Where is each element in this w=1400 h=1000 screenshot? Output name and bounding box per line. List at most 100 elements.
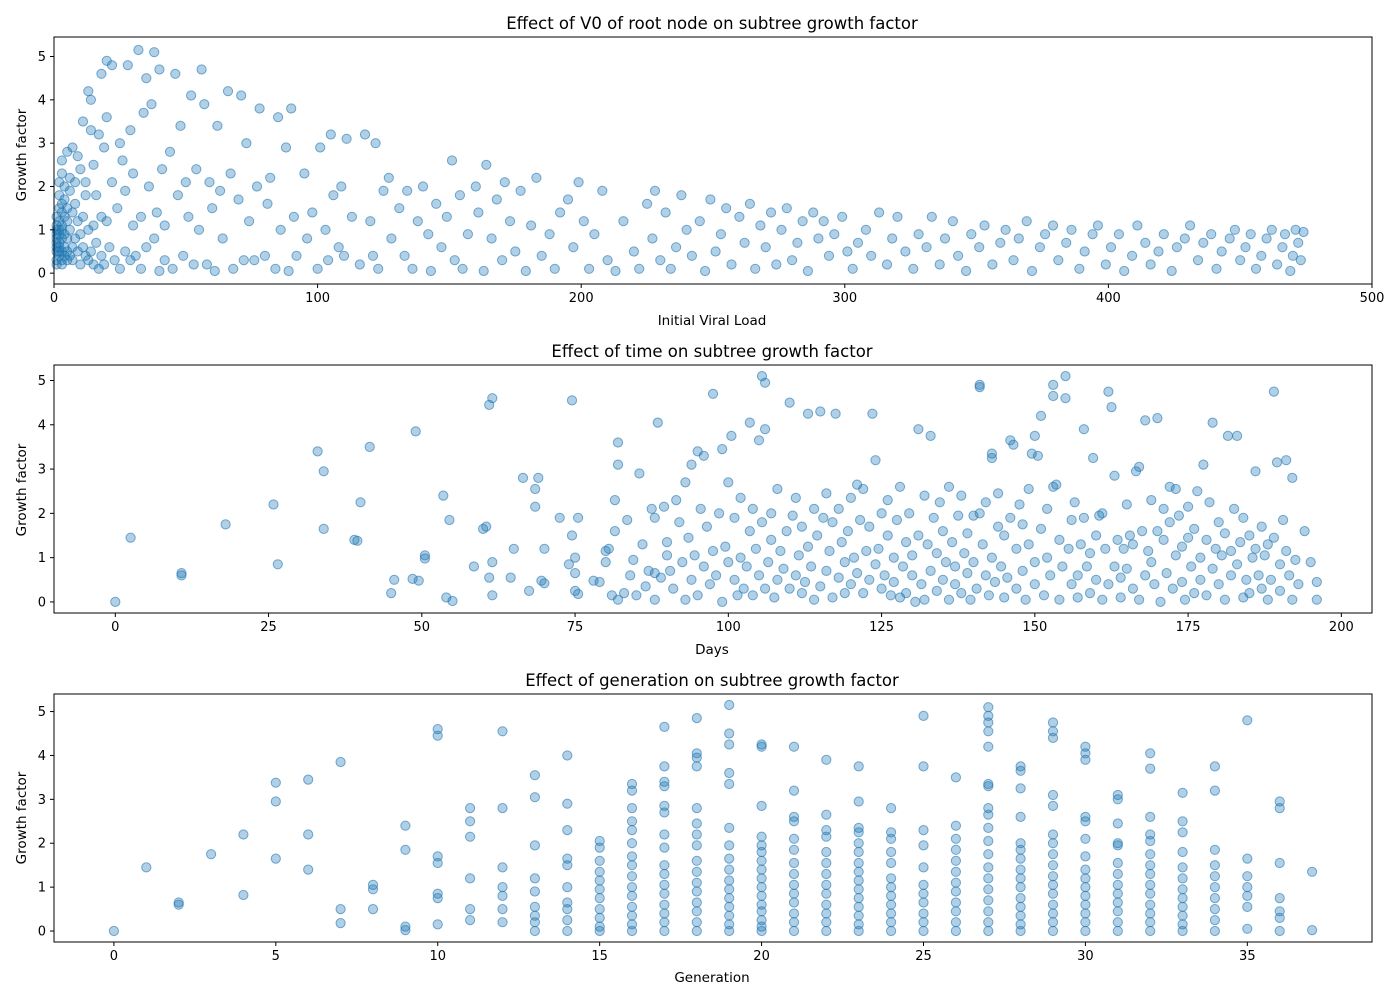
scatter-point xyxy=(1177,901,1188,913)
scatter-point xyxy=(649,185,661,196)
scatter-point xyxy=(573,512,584,523)
scatter-point xyxy=(1295,255,1306,266)
scatter-point xyxy=(88,159,99,170)
panel-generation-growth: Effect of generation on subtree growth f… xyxy=(14,671,1373,986)
scatter-point xyxy=(717,444,728,455)
scatter-point xyxy=(520,265,531,277)
scatter-point xyxy=(918,840,929,851)
scatter-point xyxy=(626,901,638,913)
scatter-point xyxy=(303,829,314,840)
scatter-point xyxy=(212,120,223,131)
scatter-point xyxy=(1054,534,1065,546)
scatter-point xyxy=(918,879,929,891)
scatter-point xyxy=(529,840,541,851)
panel-title: Effect of time on subtree growth factor xyxy=(551,342,872,361)
scatter-point xyxy=(419,550,430,561)
scatter-point xyxy=(510,246,521,257)
scatter-point xyxy=(1287,594,1298,605)
scatter-point xyxy=(1311,576,1322,588)
scatter-point xyxy=(400,844,411,855)
scatter-point xyxy=(1038,590,1050,601)
scatter-point xyxy=(968,510,979,521)
scatter-point xyxy=(943,594,955,605)
scatter-point xyxy=(562,750,573,761)
scatter-point xyxy=(968,557,979,568)
scatter-point xyxy=(370,138,381,149)
scatter-point xyxy=(659,917,670,928)
scatter-point xyxy=(431,198,442,209)
scatter-point xyxy=(853,846,864,858)
scatter-point xyxy=(1176,576,1188,588)
scatter-point xyxy=(784,397,795,408)
scatter-point xyxy=(159,220,170,231)
scatter-point xyxy=(980,497,991,508)
scatter-point xyxy=(1265,574,1277,585)
scatter-point xyxy=(1015,783,1026,794)
scatter-point xyxy=(886,890,897,902)
scatter-point xyxy=(96,68,107,79)
scatter-point xyxy=(554,512,565,523)
scatter-point xyxy=(215,185,226,196)
scatter-point xyxy=(318,523,329,535)
scatter-point xyxy=(508,543,519,554)
scatter-point xyxy=(788,844,800,855)
scatter-point xyxy=(879,570,890,581)
scatter-point xyxy=(848,552,860,563)
scatter-point xyxy=(750,263,761,274)
scatter-point xyxy=(1072,592,1083,603)
scatter-point xyxy=(643,565,654,577)
x-axis-label: Initial Viral Load xyxy=(658,313,767,329)
scatter-point xyxy=(122,60,133,71)
scatter-point xyxy=(775,545,786,557)
scatter-point xyxy=(847,263,858,274)
scatter-point xyxy=(756,899,767,910)
scatter-point xyxy=(594,576,605,588)
scatter-point xyxy=(873,543,884,554)
scatter-point xyxy=(1047,220,1059,231)
scatter-point xyxy=(765,207,777,218)
scatter-point xyxy=(788,888,800,899)
scatter-point xyxy=(1281,455,1292,466)
scatter-point xyxy=(950,833,962,844)
scatter-point xyxy=(1063,543,1074,554)
scatter-point xyxy=(659,879,670,891)
scatter-point xyxy=(320,224,331,235)
scatter-point xyxy=(626,778,638,790)
scatter-point xyxy=(1238,512,1249,523)
scatter-point xyxy=(1035,523,1047,535)
scatter-point xyxy=(141,242,152,253)
scatter-point xyxy=(660,207,671,218)
scatter-point xyxy=(1189,588,1200,599)
scatter-point xyxy=(1047,829,1059,840)
scatter-point xyxy=(830,408,841,419)
scatter-point xyxy=(732,590,743,601)
scatter-point xyxy=(788,741,800,752)
scatter-point xyxy=(677,557,688,568)
scatter-point xyxy=(207,203,218,214)
scatter-point xyxy=(1112,897,1123,908)
scatter-point xyxy=(1015,838,1026,849)
scatter-point xyxy=(1021,216,1032,227)
scatter-point xyxy=(861,545,872,557)
scatter-point xyxy=(711,570,722,581)
scatter-point xyxy=(529,901,541,913)
scatter-point xyxy=(1290,224,1301,235)
scatter-point xyxy=(977,539,988,550)
scatter-point xyxy=(70,177,81,188)
scatter-point xyxy=(603,543,614,554)
scatter-point xyxy=(1002,572,1013,583)
scatter-point xyxy=(1145,899,1156,910)
scatter-point xyxy=(1015,873,1026,884)
scatter-point xyxy=(983,710,994,722)
scatter-point xyxy=(1112,879,1123,891)
x-axis-label: Days xyxy=(695,642,729,658)
scatter-point xyxy=(724,778,735,790)
scatter-point xyxy=(986,452,998,464)
scatter-point xyxy=(1152,526,1163,537)
scatter-point xyxy=(821,488,832,499)
scatter-point xyxy=(864,574,875,585)
scatter-point xyxy=(695,503,706,514)
scatter-point xyxy=(626,919,638,930)
scatter-point xyxy=(756,517,768,528)
scatter-point xyxy=(674,517,685,528)
